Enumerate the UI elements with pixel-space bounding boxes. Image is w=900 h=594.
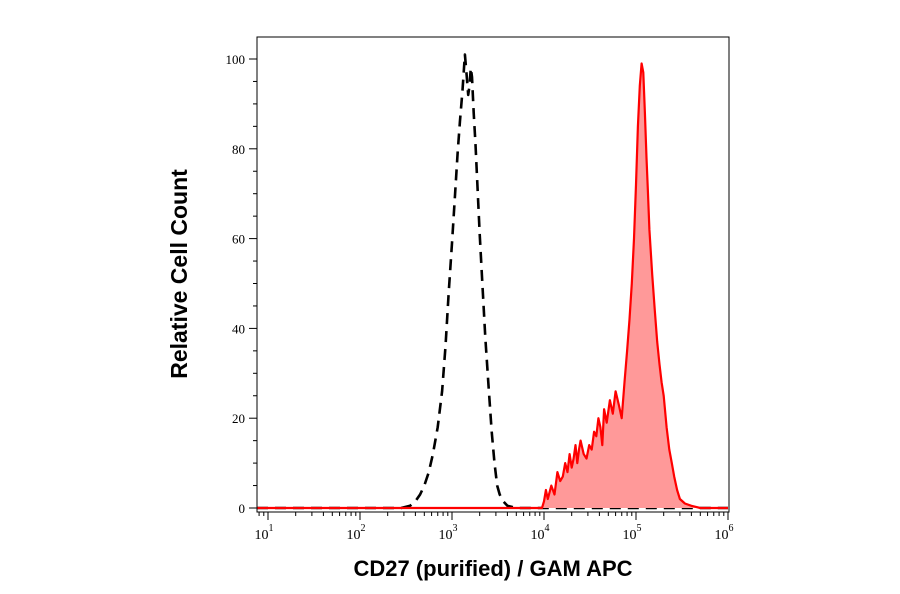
stained-histogram-line: [257, 62, 728, 510]
y-axis-title: Relative Cell Count: [166, 169, 192, 379]
x-axis: 101 102 103 104 105 106: [255, 512, 734, 543]
y-tick-label: 60: [232, 232, 245, 247]
y-axis: 0 20 40 60 80 100: [226, 52, 257, 516]
control-histogram-dashed-line: [257, 53, 728, 510]
x-tick-exponent: 6: [729, 523, 734, 534]
y-tick-label: 20: [232, 411, 245, 426]
x-tick-exponent: 2: [361, 523, 366, 534]
y-tick-label: 0: [239, 501, 246, 516]
x-tick-exponent: 3: [453, 523, 458, 534]
x-axis-title: CD27 (purified) / GAM APC: [353, 556, 632, 581]
x-tick-exponent: 4: [545, 523, 550, 534]
y-tick-label: 40: [232, 321, 245, 336]
y-tick-label: 100: [226, 52, 246, 67]
y-tick-label: 80: [232, 142, 245, 157]
x-tick-exponent: 5: [637, 523, 642, 534]
x-tick-exponent: 1: [269, 523, 274, 534]
plot-frame: [256, 36, 730, 513]
stained-histogram-fill: [257, 63, 728, 508]
plot-content: [257, 53, 728, 510]
